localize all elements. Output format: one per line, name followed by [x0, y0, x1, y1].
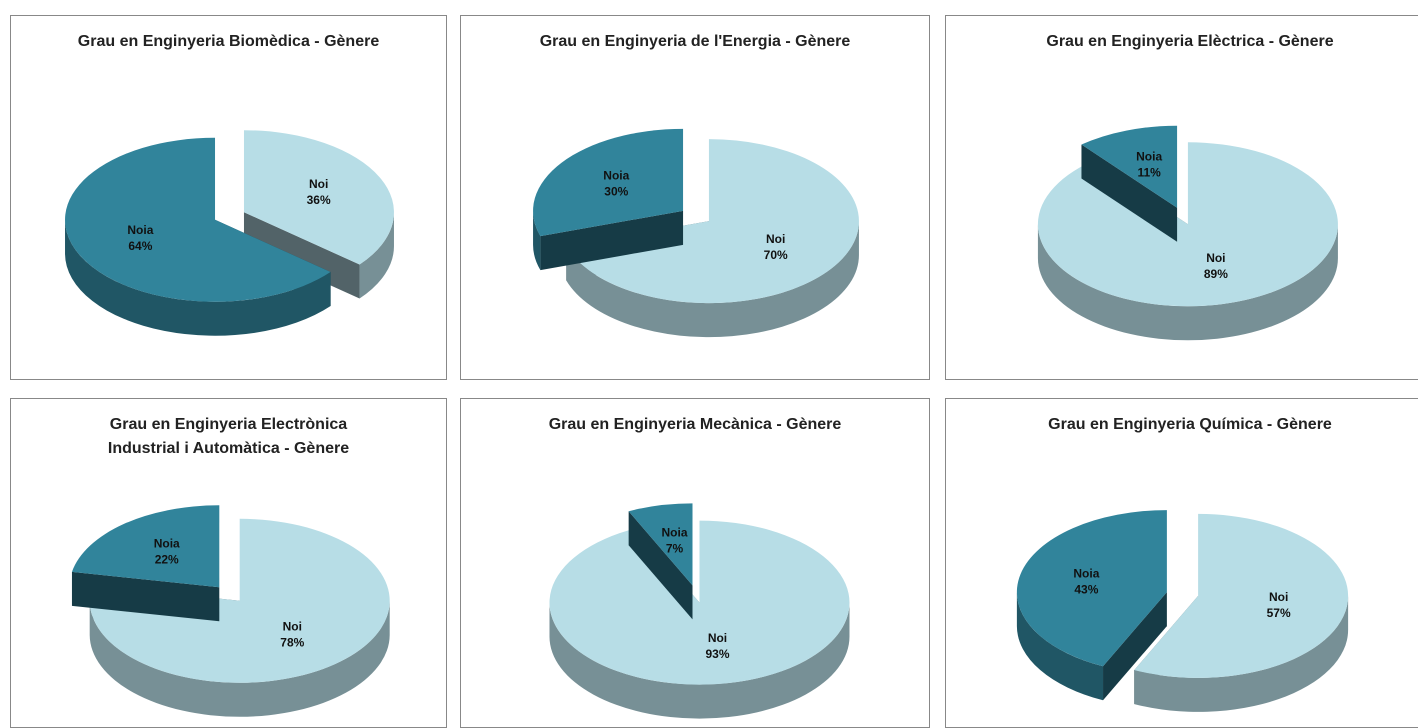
chart-panel: Noi 93% Noia 7% Grau en Enginyeria Mecànica …: [460, 398, 930, 728]
slice-category: Noi: [283, 620, 302, 634]
pie-side: [359, 212, 394, 299]
pie-slice: [566, 139, 859, 304]
slice-category: Noi: [1269, 590, 1288, 604]
slice-value: 93%: [705, 647, 729, 661]
pie-cut-face: [71, 571, 220, 622]
slice-category: Noia: [1073, 566, 1099, 580]
chart-title: Grau en Enginyeria Elèctrica - Gènere: [1046, 33, 1334, 50]
chart-panel: Noi 36% Noia 64% Grau en Enginyeria Biomèdic…: [10, 15, 447, 380]
chart-title: Grau en Enginyeria Química - Gènere: [1048, 416, 1332, 433]
pie-slice: [71, 505, 220, 588]
pie-side: [533, 210, 541, 271]
pie-cut-face: [243, 212, 360, 299]
slice-value: 30%: [604, 184, 628, 198]
pie-chart: Noi 57% Noia 43%: [1016, 510, 1349, 712]
slice-value: 78%: [280, 636, 304, 650]
slice-category: Noia: [603, 168, 629, 182]
pie-side: [1134, 595, 1349, 712]
pie-cut-face: [1081, 144, 1178, 242]
slice-category: Noia: [154, 537, 180, 551]
slice-category: Noi: [766, 232, 785, 246]
pie-slice: [89, 518, 390, 683]
pie-side: [1016, 592, 1104, 701]
slice-category: Noi: [1206, 251, 1225, 265]
chart-title: Grau en Enginyeria Mecànica - Gènere: [548, 416, 842, 433]
chart-panel: Noi 89% Noia 11% Grau en Enginyeria Elèctric…: [945, 15, 1418, 380]
slice-value: 89%: [1204, 267, 1228, 281]
pie-side: [549, 602, 850, 719]
pie-cut-face: [1103, 592, 1167, 701]
slice-value: 11%: [1137, 165, 1161, 179]
slice-value: 57%: [1267, 606, 1291, 620]
pie-chart: Noi 70% Noia 30%: [533, 128, 859, 338]
pie-slice: [549, 520, 850, 685]
pie-chart: Noi 36% Noia 64%: [65, 130, 394, 336]
slice-category: Noi: [708, 631, 727, 645]
pie-chart: Noi 89% Noia 11%: [1037, 125, 1338, 341]
pie-cut-face: [628, 511, 693, 620]
pie-side: [89, 600, 390, 717]
pie-slice: [243, 130, 394, 265]
pie-chart: Noi 93% Noia 7%: [549, 503, 850, 719]
pie-side: [65, 219, 331, 336]
slice-value: 43%: [1074, 582, 1098, 596]
slice-value: 7%: [666, 542, 684, 556]
pie-slice: [1081, 125, 1178, 208]
chart-title: Grau en Enginyeria Biomèdica - Gènere: [77, 33, 380, 50]
slice-value: 70%: [764, 248, 788, 262]
slice-value: 36%: [307, 193, 331, 207]
chart-title: Grau en Enginyeria de l'Energia - Gènere: [539, 33, 851, 50]
pie-slice: [1016, 510, 1167, 667]
slice-category: Noia: [127, 223, 153, 237]
chart-panel: Noi 70% Noia 30% Grau en Enginyeria de l'Ene…: [460, 15, 930, 380]
slice-value: 22%: [155, 553, 179, 567]
slice-category: Noi: [309, 177, 328, 191]
pie-side: [1037, 224, 1338, 341]
page: Noi 36% Noia 64% Grau en Enginyeria Biomèdic…: [10, 15, 1418, 728]
pie-slice: [1134, 513, 1349, 678]
chart-title: Grau en Enginyeria Electrònica Industria…: [107, 416, 350, 457]
pie-chart: Noi 78% Noia 22%: [71, 505, 390, 717]
slice-category: Noia: [662, 526, 688, 540]
pie-slice: [65, 137, 331, 302]
pie-slice: [628, 503, 693, 586]
slice-category: Noia: [1136, 149, 1162, 163]
pie-cut-face: [540, 210, 684, 271]
slice-value: 64%: [128, 239, 152, 253]
chart-panel: Noi 78% Noia 22% Grau en Enginyeria Electròn…: [10, 398, 447, 728]
chart-panel: Noi 57% Noia 43% Grau en Enginyeria Química …: [945, 398, 1418, 728]
pie-slice: [533, 128, 684, 237]
pie-side: [566, 221, 859, 338]
